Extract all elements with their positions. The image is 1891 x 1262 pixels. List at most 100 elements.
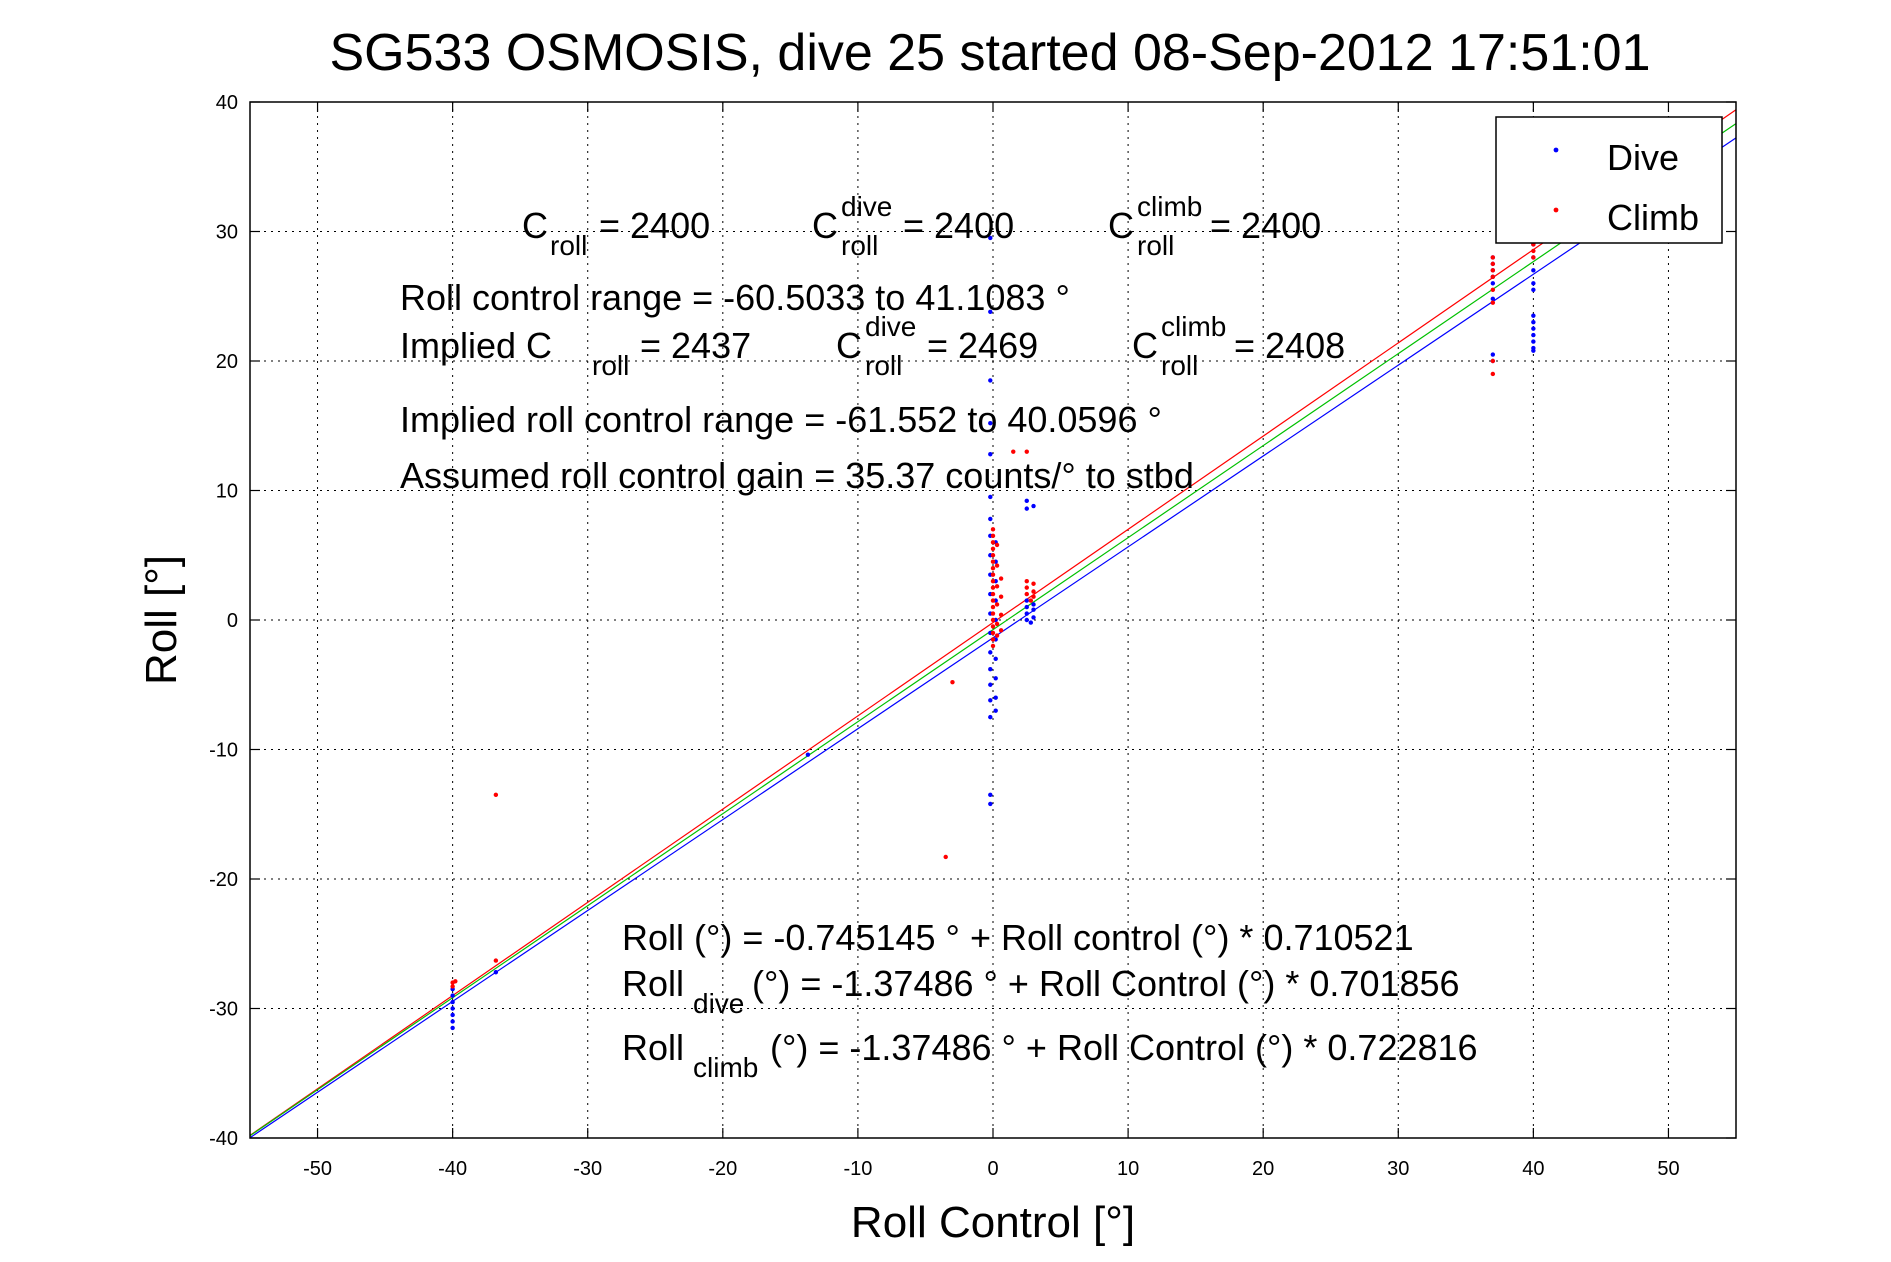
point-dive [1024, 611, 1029, 616]
point-dive [988, 792, 993, 798]
point-climb [990, 566, 996, 571]
point-climb [450, 984, 455, 989]
point-dive [988, 714, 993, 720]
point-climb [1490, 261, 1496, 267]
point-dive [988, 309, 993, 314]
point-dive [993, 708, 998, 713]
point-dive [993, 676, 998, 681]
annotation-c-dive: C dive roll = 2400 [812, 191, 1014, 261]
point-climb [1024, 585, 1029, 590]
point-dive [805, 752, 811, 757]
point-climb [1024, 591, 1029, 597]
annotation-c-roll: C roll = 2400 [522, 205, 710, 261]
point-dive [450, 999, 455, 1005]
svg-text:dive: dive [841, 191, 892, 222]
point-dive [1531, 287, 1536, 292]
svg-text:= 2400: = 2400 [599, 205, 710, 246]
svg-text:= 2469: = 2469 [927, 325, 1038, 366]
point-climb [990, 624, 996, 629]
point-dive [1531, 332, 1536, 338]
point-dive [993, 695, 998, 700]
point-climb [1024, 578, 1029, 584]
svg-text:C: C [812, 205, 838, 246]
point-dive [1531, 319, 1536, 325]
point-climb [990, 572, 996, 577]
svg-text:dive: dive [693, 988, 744, 1019]
point-climb [990, 591, 996, 597]
fit-line-1 [249, 123, 1737, 1137]
point-climb [1490, 300, 1496, 305]
point-dive [988, 452, 993, 457]
point-dive [1024, 498, 1029, 504]
y-axis-label: Roll [°] [137, 555, 186, 685]
point-climb [990, 604, 996, 610]
point-climb [1028, 598, 1034, 603]
point-dive [988, 698, 993, 703]
point-climb [1490, 371, 1496, 377]
point-climb [950, 679, 955, 685]
point-dive [1031, 615, 1036, 620]
data-points [450, 235, 1536, 1031]
svg-text:= 2400: = 2400 [903, 205, 1014, 246]
point-climb [1531, 248, 1536, 254]
y-tick-label: 0 [227, 610, 238, 632]
point-dive [1490, 296, 1496, 302]
annotation-gain: Assumed roll control gain = 35.37 counts… [400, 455, 1194, 496]
svg-text:C: C [522, 205, 548, 246]
svg-text:Implied C: Implied C [400, 325, 552, 366]
point-dive [1031, 602, 1036, 607]
y-tick-label: -40 [209, 1128, 238, 1150]
point-climb [994, 633, 1000, 638]
point-climb [453, 979, 458, 984]
point-climb [493, 958, 499, 963]
svg-text:roll: roll [550, 230, 587, 261]
point-dive [988, 420, 993, 426]
point-climb [1531, 255, 1536, 260]
grid [250, 101, 1736, 1139]
x-tick-label: -50 [303, 1158, 332, 1180]
legend-marker-climb [1553, 207, 1559, 213]
point-climb [990, 546, 996, 551]
svg-text:climb: climb [1161, 311, 1226, 342]
point-climb [990, 643, 996, 649]
point-climb [998, 576, 1004, 581]
point-climb [1011, 449, 1016, 454]
y-tick-label: 40 [216, 92, 238, 114]
point-dive [450, 1025, 455, 1031]
legend-marker-dive [1553, 147, 1559, 153]
point-dive [1024, 604, 1029, 610]
y-tick-label: -20 [209, 869, 238, 891]
point-dive [1490, 352, 1496, 357]
point-climb [990, 540, 996, 545]
point-climb [994, 542, 1000, 548]
svg-text:climb: climb [693, 1052, 758, 1083]
point-climb [990, 533, 996, 539]
fit-line-0 [249, 109, 1737, 1136]
svg-text:= 2408: = 2408 [1234, 325, 1345, 366]
x-tick-label: -30 [573, 1158, 602, 1180]
y-tick-label: -30 [209, 999, 238, 1021]
svg-text:(°) = -1.37486 ° + Roll Contro: (°) = -1.37486 ° + Roll Control (°) * 0.… [770, 1027, 1478, 1068]
x-tick-label: 30 [1387, 1158, 1409, 1180]
svg-text:roll: roll [841, 230, 878, 261]
point-dive [1531, 281, 1536, 286]
point-dive [988, 494, 993, 500]
point-climb [1024, 449, 1029, 454]
point-climb [994, 602, 1000, 607]
legend-label-dive: Dive [1607, 137, 1679, 178]
x-tick-label: -40 [438, 1158, 467, 1180]
svg-text:Roll: Roll [622, 963, 684, 1004]
x-tick-label: 40 [1522, 1158, 1544, 1180]
point-dive [988, 650, 993, 655]
point-dive [1531, 339, 1536, 344]
point-dive [450, 1012, 455, 1018]
point-dive [1024, 617, 1029, 623]
chart-title: SG533 OSMOSIS, dive 25 started 08-Sep-20… [329, 24, 1650, 82]
point-dive [1531, 313, 1536, 318]
annotation-implied-dive: C dive roll = 2469 [836, 311, 1038, 381]
point-climb [990, 553, 996, 558]
point-climb [998, 628, 1004, 633]
svg-text:Roll: Roll [622, 1027, 684, 1068]
y-tick-label: 20 [216, 351, 238, 373]
